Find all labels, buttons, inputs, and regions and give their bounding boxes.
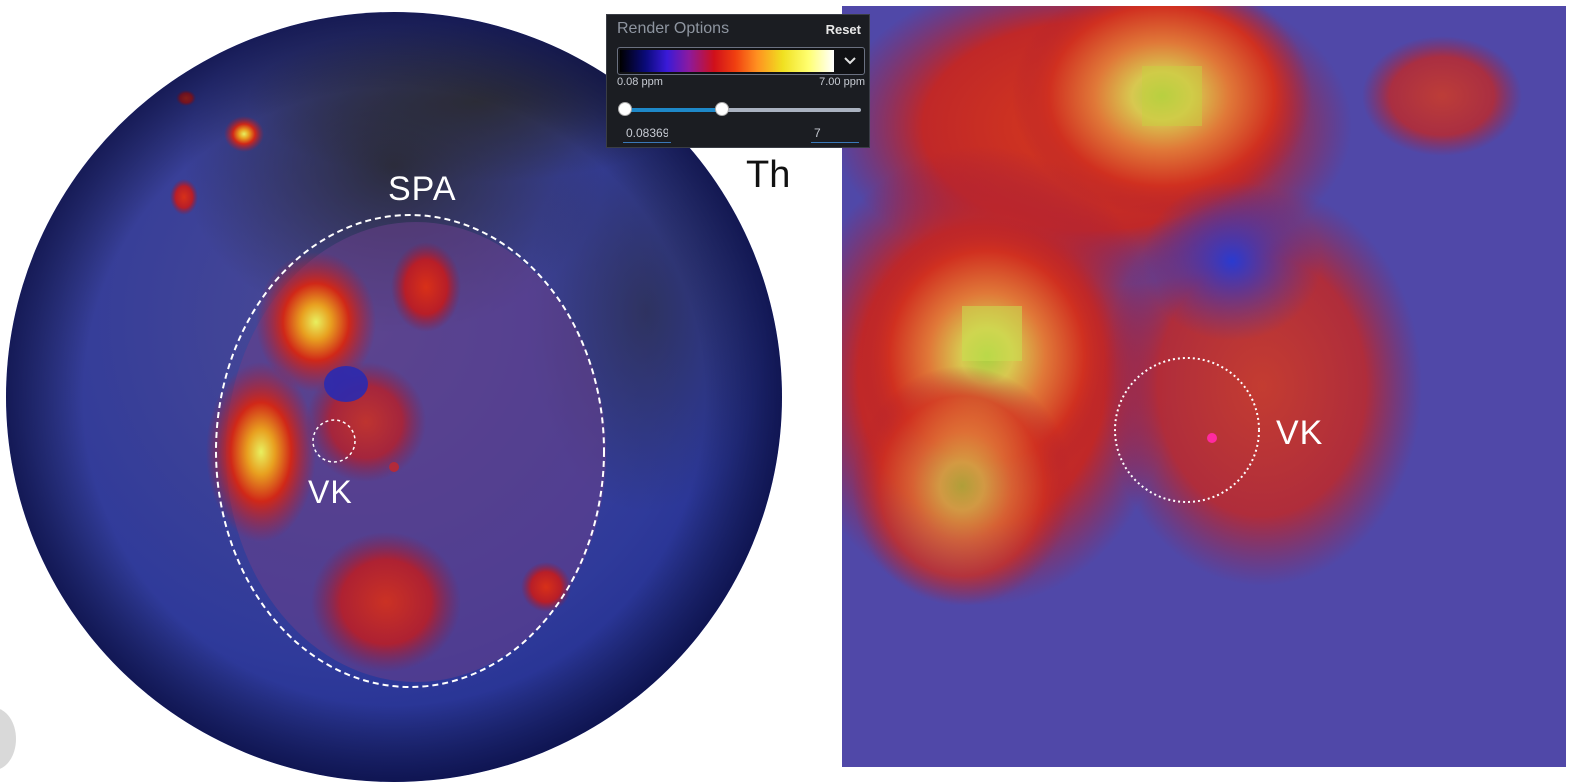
corner-control-button[interactable] [0,708,16,770]
spa-label: SPA [388,170,457,208]
colormap-dropdown[interactable] [617,47,865,75]
vk-crater-outline-right [1114,357,1260,503]
zoom-overlay [842,6,1566,767]
render-options-panel: Render Options Reset 0.08 ppm 7.00 ppm [606,14,870,148]
min-value-input[interactable] [623,123,671,143]
colormap-swatch [620,50,834,72]
zoomed-crater-map[interactable]: VK [842,6,1566,767]
range-max-label: 7.00 ppm [819,76,865,88]
spa-basin-outline [215,214,605,688]
value-range-slider[interactable] [618,102,861,116]
vk-label-left: VK [308,474,353,510]
vk-label-right: VK [1276,414,1324,452]
chevron-down-icon[interactable] [836,48,864,74]
element-label-thorium: Th [746,154,791,196]
slider-low-handle[interactable] [618,102,632,116]
panel-title: Render Options [617,20,730,37]
reset-button[interactable]: Reset [825,22,861,37]
vk-crater-outline-left [312,419,356,463]
range-min-label: 0.08 ppm [617,76,663,88]
slider-fill [625,108,722,112]
slider-high-handle[interactable] [714,102,729,116]
globe-overlay [6,12,782,782]
landing-site-marker [1207,433,1217,443]
max-value-input[interactable] [811,123,859,143]
